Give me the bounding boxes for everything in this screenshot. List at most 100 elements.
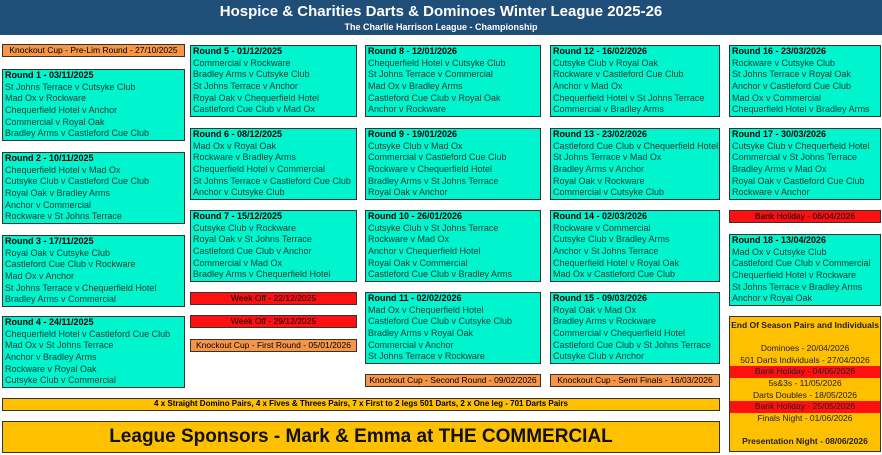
round-fixtures-box: Round 10 - 26/01/2026 Cutsyke Club v St J…	[365, 210, 541, 282]
fixture: Bradley Arms v Mad Ox	[732, 164, 827, 175]
fixture: Bradley Arms v Royal Oak	[368, 328, 474, 339]
round-title: Round 12 - 16/02/2026	[553, 46, 648, 56]
fixture: Chequerfield Hotel v Mad Ox	[5, 164, 121, 175]
week-off-band: Week Off - 29/12/2025	[190, 315, 357, 328]
fixture: Commercial v Royal Oak	[5, 116, 105, 127]
fixture: Royal Oak v Bradley Arms	[5, 188, 111, 199]
round-fixtures-box: Round 16 - 23/03/2026 Rockware v Cutsyke …	[729, 45, 881, 117]
fixture: Anchor v St Johns Terrace	[553, 246, 659, 257]
fixture: Commercial v Anchor	[368, 339, 454, 350]
fixture: Anchor v Commercial	[5, 199, 92, 210]
league-sponsor-banner: League Sponsors - Mark & Emma at THE COM…	[2, 421, 720, 453]
end-of-season-event: 5s&3s - 11/05/2026	[768, 377, 842, 388]
round-title: Round 14 - 02/03/2026	[553, 211, 648, 221]
fixture: Chequerfield Hotel v Bradley Arms	[732, 104, 870, 115]
fixture: Royal Oak v Anchor	[368, 187, 448, 198]
fixture: St Johns Terrace v Royal Oak	[732, 69, 851, 80]
fixture: St Johns Terrace v Bradley Arms	[732, 281, 863, 292]
fixture: Mad Ox v Rockware	[5, 93, 87, 104]
fixture: Bradley Arms v St Johns Terrace	[368, 175, 499, 186]
fixture: Cutsyke Club v Rockware	[193, 222, 297, 233]
fixture: Mad Ox v Bradley Arms	[368, 81, 463, 92]
fixture: Mad Ox v Anchor	[5, 271, 75, 282]
fixture: Commercial v Cutsyke Club	[553, 187, 665, 198]
fixture: Bradley Arms v Anchor	[553, 164, 645, 175]
fixture: St Johns Terrace v Commercial	[368, 69, 493, 80]
page-subtitle: The Charlie Harrison League - Championsh…	[344, 22, 538, 32]
round-fixtures-box: Round 7 - 15/12/2025 Cutsyke Club v Rockw…	[190, 210, 357, 282]
fixture: Bradley Arms v Cutsyke Club	[193, 69, 310, 80]
fixture: Mad Ox v St Johns Terrace	[5, 340, 114, 351]
week-off-band: Bank Holiday - 06/04/2026	[729, 210, 881, 223]
fixture: Chequerfield Hotel v Rockware	[732, 270, 857, 281]
fixture: St Johns Terrace v Mad Ox	[553, 152, 662, 163]
fixture: Mad Ox v Chequerfield Hotel	[368, 304, 484, 315]
fixture: St Johns Terrace v Rockware	[368, 351, 485, 362]
fixture: Cutsyke Club v Royal Oak	[553, 57, 659, 68]
fixture: Castleford Cue Club v Rockware	[5, 259, 136, 270]
fixture: Anchor v Cutsyke Club	[193, 187, 285, 198]
fixture: Rockware v Royal Oak	[5, 363, 97, 374]
round-fixtures-box: Round 9 - 19/01/2026 Cutsyke Club v Mad O…	[365, 128, 541, 200]
round-fixtures-box: Round 18 - 13/04/2026 Mad Ox v Cutsyke Cl…	[729, 234, 881, 306]
fixture: Castleford Cue Club v Anchor	[193, 246, 312, 257]
end-of-season-event: Darts Doubles - 18/05/2026	[753, 389, 857, 400]
fixture: Rockware v Castleford Cue Club	[553, 69, 684, 80]
end-of-season-title: End Of Season Pairs and Individuals	[731, 320, 879, 330]
end-of-season-event: Finals Night - 01/06/2026	[757, 412, 853, 423]
fixture: Castleford Cue Club v Cutsyke Club	[368, 316, 513, 327]
fixture: Royal Oak v Mad Ox	[553, 304, 637, 315]
fixture: Rockware v Anchor	[732, 187, 810, 198]
week-off-band: Week Off - 22/12/2025	[190, 292, 357, 305]
fixture: Chequerfield Hotel v Cutsyke Club	[368, 57, 506, 68]
fixture: Anchor v Chequerfield Hotel	[368, 246, 481, 257]
round-fixtures-box: Round 5 - 01/12/2025 Commercial v Rockwar…	[190, 45, 357, 117]
round-fixtures-box: Round 13 - 23/02/2026 Castleford Cue Club…	[550, 128, 720, 200]
fixture: Anchor v Royal Oak	[732, 293, 813, 304]
fixture: Commercial v Chequerfield Hotel	[553, 328, 686, 339]
round-fixtures-box: Round 2 - 10/11/2025 Chequerfield Hotel v…	[2, 152, 185, 224]
end-of-season-event: Dominoes - 20/04/2026	[760, 343, 850, 354]
round-title: Round 9 - 19/01/2026	[368, 129, 458, 139]
fixture: Royal Oak v Rockware	[553, 175, 645, 186]
fixture: Castleford Cue Club v Chequerfield Hotel	[553, 140, 719, 151]
fixture: Mad Ox v Castleford Cue Club	[553, 269, 676, 280]
fixture: Cutsyke Club v St Johns Terrace	[368, 222, 499, 233]
fixture: Commercial v Bradley Arms	[553, 104, 665, 115]
fixture: Chequerfield Hotel v Commercial	[193, 164, 326, 175]
round-fixtures-box: Round 3 - 17/11/2025 Royal Oak v Cutsyke …	[2, 235, 185, 307]
fixture: Bradley Arms v Castleford Cue Club	[5, 128, 150, 139]
end-of-season-events: Dominoes - 20/04/2026 501 Darts Individua…	[730, 343, 880, 424]
fixture: Anchor v Rockware	[368, 104, 447, 115]
fixture: St Johns Terrace v Chequerfield Hotel	[5, 282, 157, 293]
fixture: Chequerfield Hotel v Royal Oak	[553, 257, 680, 268]
fixture: Rockware v Cutsyke Club	[732, 57, 836, 68]
round-title: Round 5 - 01/12/2025	[193, 46, 283, 56]
knockout-cup-band: Knockout Cup - First Round - 05/01/2026	[190, 339, 357, 352]
fixture: Royal Oak v Cutsyke Club	[5, 247, 111, 258]
round-title: Round 6 - 08/12/2025	[193, 129, 283, 139]
fixture: Chequerfield Hotel v St Johns Terrace	[553, 92, 705, 103]
fixture: Royal Oak v Chequerfield Hotel	[193, 92, 320, 103]
fixture: Cutsyke Club v Anchor	[553, 351, 645, 362]
end-of-season-panel: End Of Season Pairs and Individuals Domi…	[729, 316, 881, 452]
fixture: Cutsyke Club v Castleford Cue Club	[5, 176, 150, 187]
round-fixtures-box: Round 17 - 30/03/2026 Cutsyke Club v Cheq…	[729, 128, 881, 200]
round-title: Round 3 - 17/11/2025	[5, 236, 94, 246]
fixture: Mad Ox v Royal Oak	[193, 140, 277, 151]
fixture: Mad Ox v Commercial	[732, 92, 822, 103]
round-title: Round 13 - 23/02/2026	[553, 129, 648, 139]
fixture: Mad Ox v Cutsyke Club	[732, 246, 827, 257]
round-title: Round 1 - 03/11/2025	[5, 70, 94, 80]
fixture: Commercial v Castleford Cue Club	[368, 152, 507, 163]
fixture: Royal Oak v St Johns Terrace	[193, 234, 312, 245]
bank-holiday-row: Bank Holiday - 04/05/2026	[730, 366, 880, 378]
round-fixtures-box: Round 6 - 08/12/2025 Mad Ox v Royal Oak Ro…	[190, 128, 357, 200]
fixture: Anchor v Castleford Cue Club	[732, 81, 852, 92]
match-format-note: 4 x Straight Domino Pairs, 4 x Fives & T…	[2, 398, 720, 411]
round-fixtures-box: Round 4 - 24/11/2025 Chequerfield Hotel v…	[2, 316, 185, 388]
fixture: Chequerfield Hotel v Anchor	[5, 105, 118, 116]
spacer	[730, 332, 880, 344]
round-title: Round 7 - 15/12/2025	[193, 211, 283, 221]
fixture: Castleford Cue Club v Mad Ox	[193, 104, 316, 115]
